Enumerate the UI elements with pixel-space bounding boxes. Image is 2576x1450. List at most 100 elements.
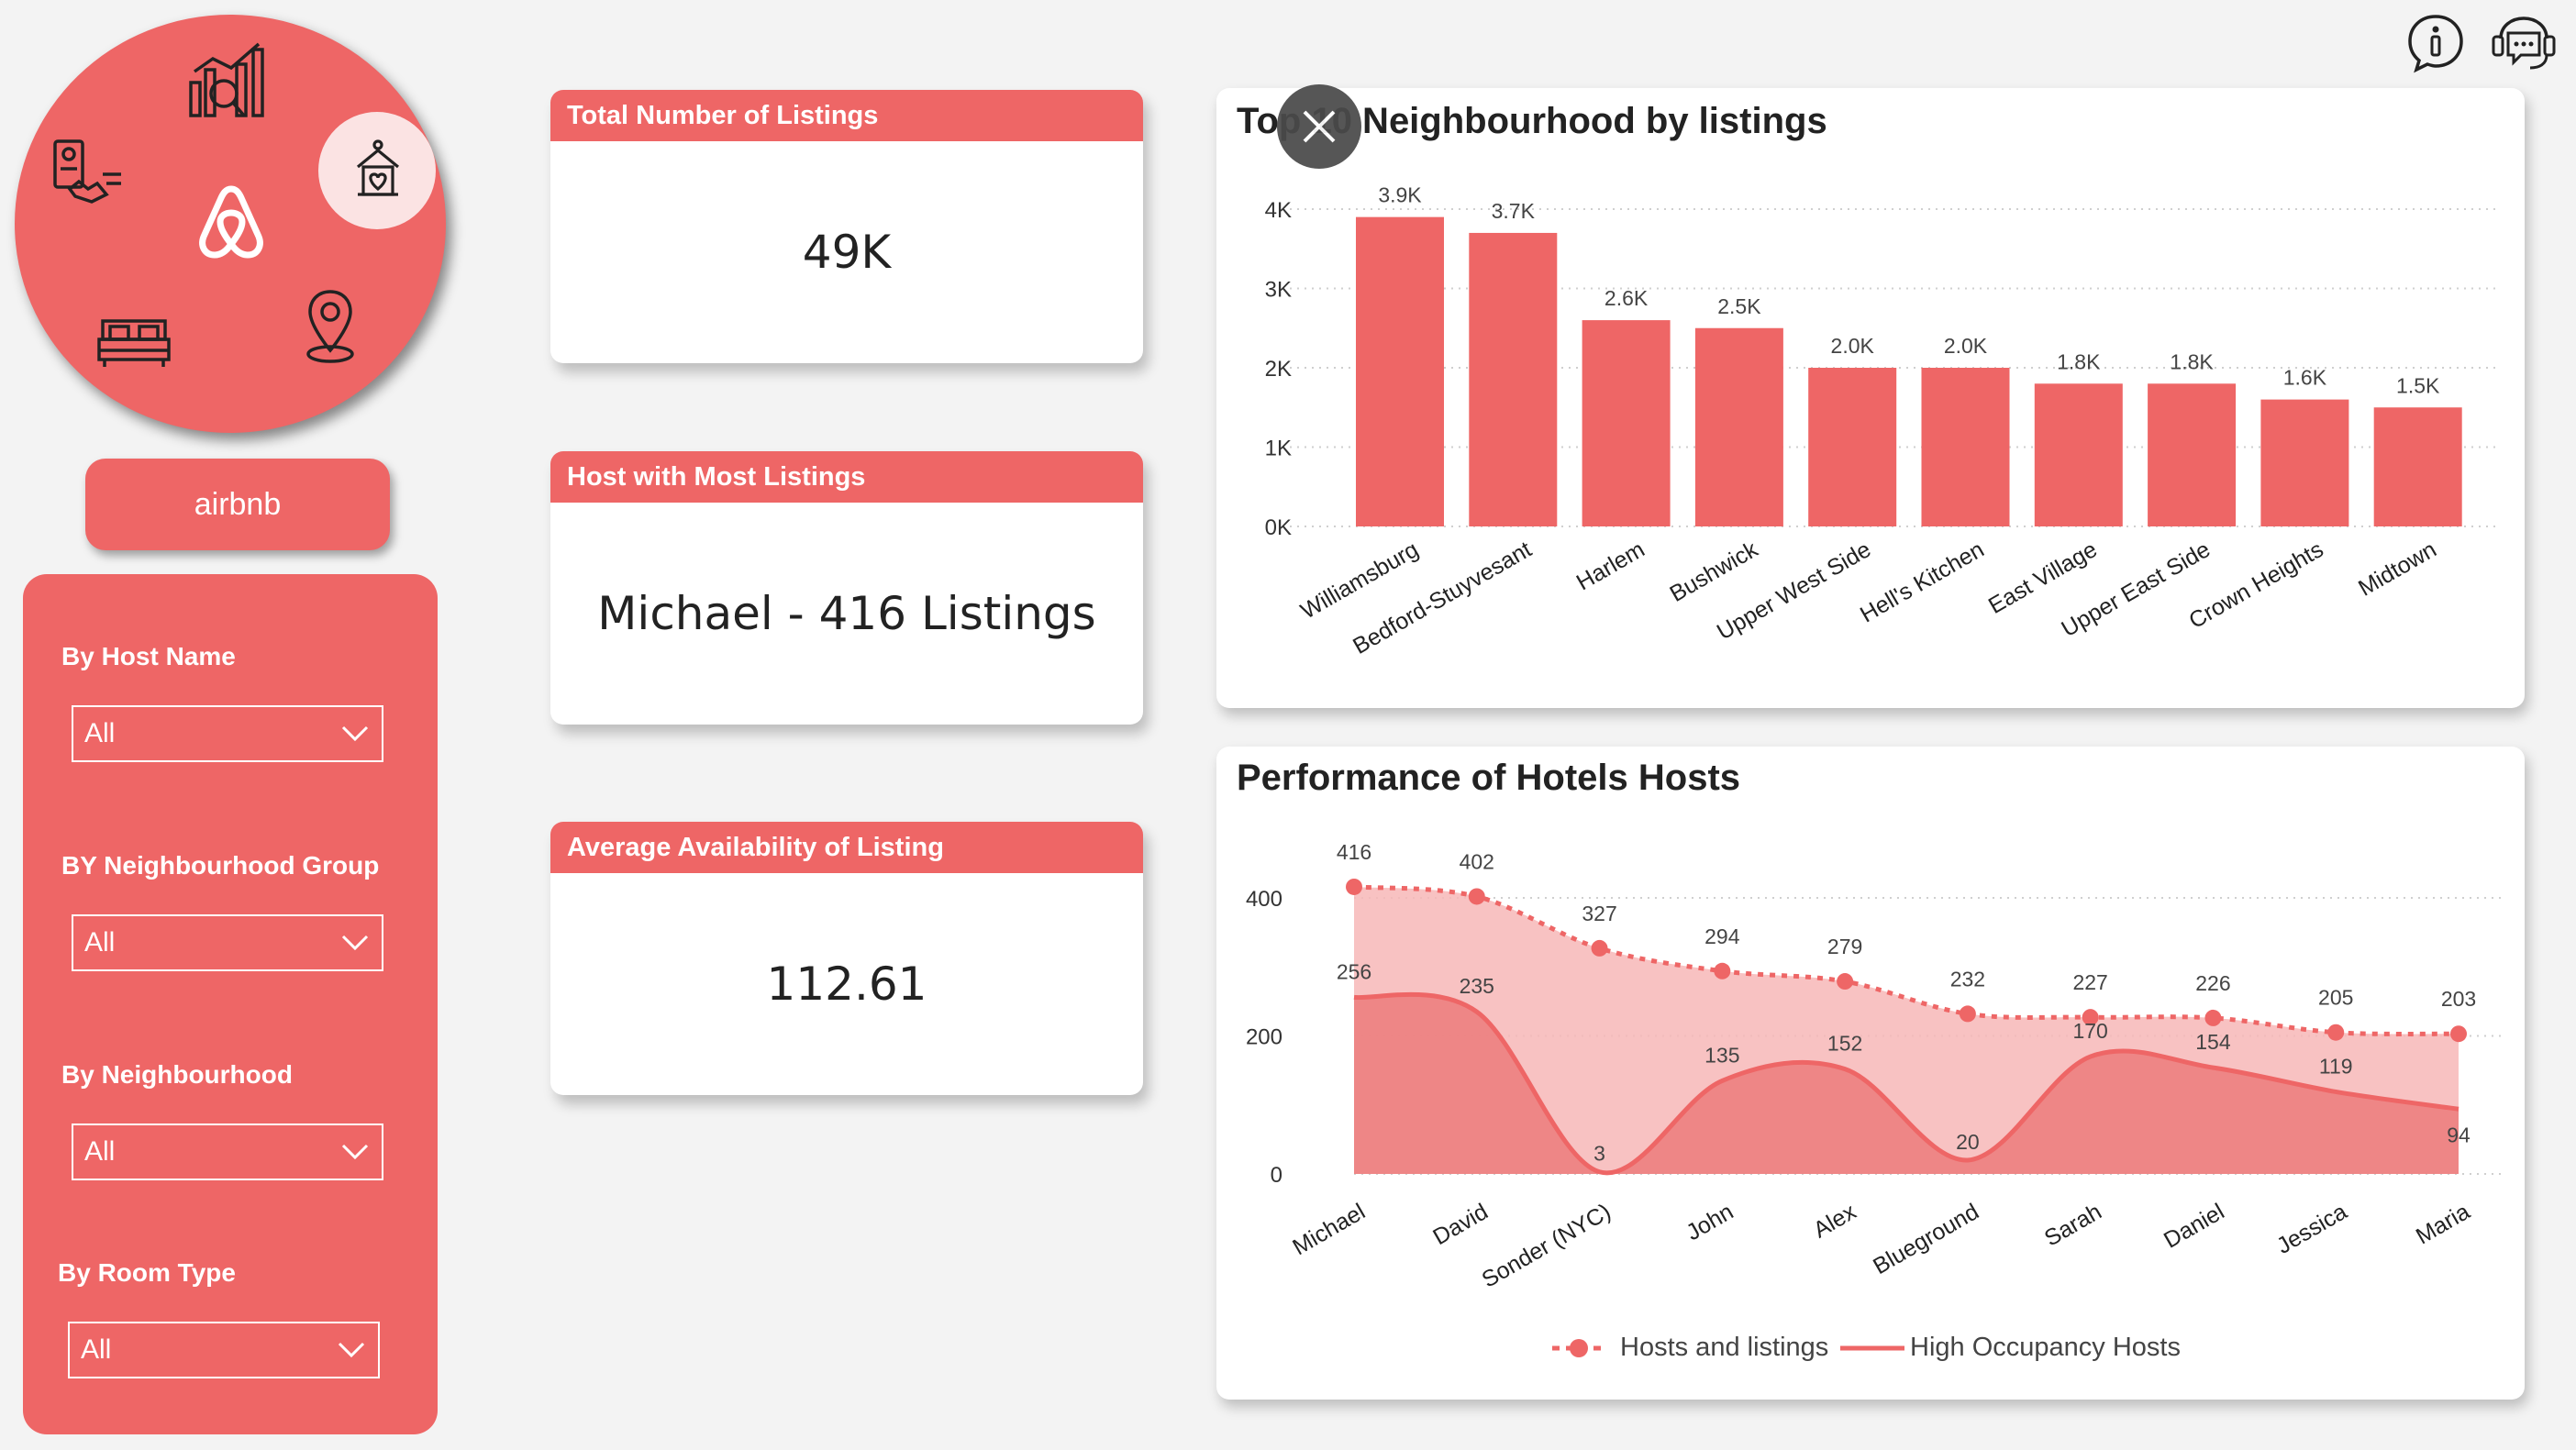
checklist-icon[interactable] [53, 139, 121, 204]
x-tick-label: Sonder (NYC) [1478, 1199, 1616, 1293]
data-label: 416 [1337, 840, 1371, 864]
top-neighbourhood-chart-card: Top 10 Neighbourhood by listings 0K 1K 2K 3… [1216, 88, 2525, 708]
series-line-high-occupancy-hosts [1353, 991, 2459, 1176]
y-tick-label: 0 [1271, 1163, 1282, 1188]
data-point [2450, 1025, 2467, 1043]
room-type-dropdown[interactable]: All [68, 1322, 380, 1378]
chat-support-icon[interactable] [2488, 11, 2559, 80]
bar [1582, 320, 1671, 526]
data-label: 2.6K [1604, 286, 1649, 310]
filter-panel: By Host Name All BY Neighbourhood Group … [23, 574, 438, 1434]
data-label: 135 [1704, 1043, 1739, 1067]
legend-label-hosts-and-listings: Hosts and listings [1620, 1333, 1828, 1362]
bar [2373, 407, 2462, 526]
data-label: 279 [1827, 935, 1862, 958]
analytics-icon[interactable] [189, 42, 264, 117]
info-icon[interactable] [2404, 11, 2468, 80]
filter-label-host-name: By Host Name [61, 642, 236, 670]
x-tick-label: Harlem [1572, 537, 1649, 596]
data-label: 402 [1460, 849, 1494, 873]
kpi-card-top-host: Host with Most Listings Michael - 416 Li… [550, 451, 1143, 725]
data-label: 152 [1827, 1032, 1862, 1056]
neighbourhood-group-dropdown-value: All [84, 927, 116, 957]
data-label: 3.7K [1492, 199, 1536, 223]
kpi-title: Total Number of Listings [550, 90, 1143, 141]
airbnb-logo-icon[interactable] [199, 185, 263, 259]
x-tick-label: Hell's Kitchen [1856, 537, 1988, 628]
chevron-down-icon [341, 725, 369, 742]
y-tick-label: 0K [1265, 515, 1292, 540]
data-point [1714, 962, 1731, 980]
location-pin-icon[interactable] [306, 290, 354, 363]
neighbourhood-dropdown[interactable]: All [72, 1123, 383, 1180]
bar [1808, 368, 1897, 526]
data-label: 20 [1956, 1130, 1980, 1154]
bar [1694, 327, 1783, 526]
bed-icon[interactable] [97, 319, 171, 367]
chevron-down-icon [338, 1342, 365, 1358]
x-tick-label: Maria [2412, 1199, 2474, 1250]
bar-chart: 0K1K2K3K4K3.9KWilliamsburg3.7KBedford-St… [1265, 183, 2501, 659]
data-label: 154 [2195, 1030, 2231, 1054]
data-label: 226 [2195, 971, 2230, 995]
x-tick-label: Midtown [2354, 537, 2441, 602]
kpi-value: 49K [802, 226, 892, 279]
y-tick-label: 1K [1265, 437, 1292, 461]
chevron-down-icon [341, 935, 369, 951]
data-label: 1.8K [2170, 349, 2214, 373]
x-tick-label: Michael [1288, 1199, 1370, 1260]
bar [2148, 383, 2237, 526]
home-heart-icon[interactable] [318, 112, 436, 229]
kpi-title: Host with Most Listings [550, 451, 1143, 503]
data-point [2327, 1024, 2345, 1041]
data-point [2204, 1009, 2222, 1026]
x-tick-label: Jessica [2272, 1199, 2351, 1259]
nav-circle [15, 15, 446, 433]
bar [1469, 232, 1558, 526]
y-tick-label: 200 [1246, 1025, 1282, 1050]
data-label: 1.6K [2283, 366, 2327, 390]
data-label: 1.8K [2057, 349, 2101, 373]
close-icon [1303, 110, 1336, 143]
legend-label-high-occupancy-hosts: High Occupancy Hosts [1910, 1333, 2181, 1362]
data-point [2082, 1009, 2099, 1026]
hotel-hosts-chart-card: Performance of Hotels Hosts 0 200 400 416 40… [1216, 747, 2525, 1400]
series-line-hosts-and-listings [1353, 884, 2459, 1036]
data-label: 94 [2447, 1123, 2471, 1146]
x-tick-label: David [1428, 1199, 1492, 1250]
series-area-high-occupancy-hosts [1354, 994, 2459, 1174]
data-label: 205 [2318, 986, 2353, 1010]
data-label: 2.5K [1717, 294, 1761, 318]
data-label: 232 [1950, 967, 1985, 991]
data-label: 2.0K [1831, 334, 1875, 358]
legend-marker-hosts-and-listings [1570, 1339, 1588, 1357]
x-tick-label: Daniel [2160, 1199, 2228, 1254]
data-label: 119 [2319, 1054, 2353, 1078]
data-label: 294 [1704, 924, 1740, 948]
x-tick-label: Alex [1809, 1199, 1861, 1244]
airbnb-button[interactable]: airbnb [85, 459, 390, 550]
bar [1356, 216, 1444, 526]
data-label: 1.5K [2396, 373, 2440, 397]
filter-label-room-type: By Room Type [58, 1258, 236, 1287]
bar [2260, 399, 2349, 526]
y-tick-label: 3K [1265, 278, 1292, 303]
neighbourhood-group-dropdown[interactable]: All [72, 914, 383, 971]
x-tick-label: John [1682, 1199, 1738, 1245]
bar [2034, 383, 2123, 526]
bar [1921, 368, 2010, 526]
data-label: 170 [2072, 1019, 2107, 1043]
close-button[interactable] [1277, 84, 1361, 169]
filter-label-neighbourhood-group: BY Neighbourhood Group [61, 851, 380, 880]
kpi-card-total-listings: Total Number of Listings 49K [550, 90, 1143, 363]
data-label: 235 [1460, 974, 1494, 998]
data-point [1468, 888, 1485, 905]
data-point [1959, 1005, 1976, 1023]
room-type-dropdown-value: All [81, 1334, 112, 1365]
data-point [1837, 973, 1854, 991]
host-name-dropdown[interactable]: All [72, 705, 383, 762]
data-label: 2.0K [1944, 334, 1988, 358]
data-label: 327 [1582, 902, 1616, 925]
data-label: 256 [1337, 959, 1371, 983]
